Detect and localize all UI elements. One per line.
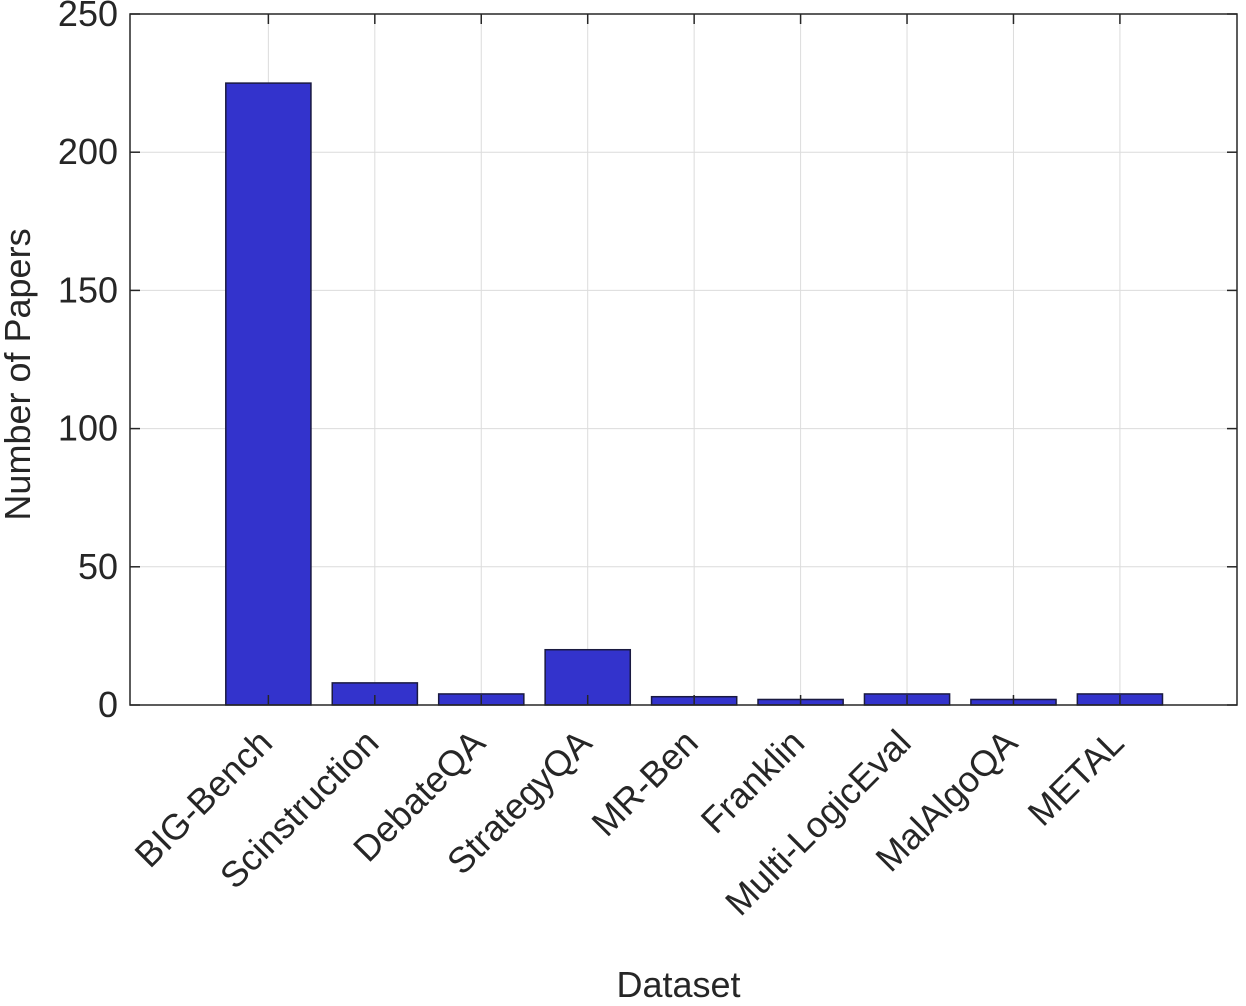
tick-marks	[130, 13, 1237, 706]
y-tick-labels: 0 50 100 150 200 250	[58, 0, 118, 725]
x-tick-label: METAL	[1020, 722, 1132, 834]
y-axis-label: Number of Papers	[0, 228, 38, 520]
y-tick-label: 200	[58, 131, 118, 172]
y-tick-label: 0	[98, 684, 118, 725]
y-tick-label: 150	[58, 269, 118, 310]
y-tick-label: 100	[58, 408, 118, 449]
bar-big-bench	[225, 82, 312, 706]
x-axis-label: Dataset	[616, 964, 740, 1005]
y-tick-label: 50	[78, 546, 118, 587]
y-tick-label: 250	[58, 0, 118, 34]
x-tick-labels: BIG-BenchScinstructionDebateQAStrategyQA…	[127, 722, 1132, 924]
x-tick-label: MR-Ben	[583, 722, 705, 844]
axes-frame	[129, 13, 1238, 706]
x-tick-label: Multi-LogicEval	[717, 722, 919, 924]
